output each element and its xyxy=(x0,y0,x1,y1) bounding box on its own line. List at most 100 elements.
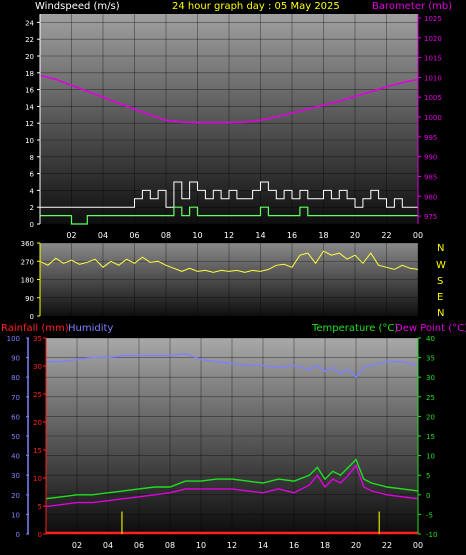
rain-y-tick-label: 30 xyxy=(33,363,42,371)
compass-s: S xyxy=(437,276,443,287)
lower-x-tick-label: 02 xyxy=(72,541,82,550)
wind-y-tick-label: 24 xyxy=(25,19,34,27)
humidity-y-tick-label: 30 xyxy=(11,472,20,480)
temp-y-tick-label: -10 xyxy=(426,531,437,539)
temp-y-tick-label: 5 xyxy=(426,472,430,480)
temperature-label: Temperature (°C) xyxy=(311,323,398,334)
temp-y-tick-label: 30 xyxy=(426,374,435,382)
temp-y-tick-label: 35 xyxy=(426,355,435,363)
humidity-y-tick-label: 90 xyxy=(11,355,20,363)
rain-y-tick-label: 5 xyxy=(38,503,42,511)
lower-x-tick-label: 10 xyxy=(196,541,206,550)
wind-y-tick-label: 4 xyxy=(30,187,35,195)
wind-y-tick-label: 8 xyxy=(30,154,34,162)
baro-y-tick-label: 975 xyxy=(424,213,437,221)
temp-y-tick-label: 0 xyxy=(426,492,430,500)
wind-x-tick-label: 22 xyxy=(381,231,391,240)
lower-x-tick-label: 00 xyxy=(413,541,423,550)
dir-y-tick-label: 270 xyxy=(21,258,34,266)
dir-y-tick-label: 0 xyxy=(30,313,34,321)
rain-y-tick-label: 0 xyxy=(38,531,42,539)
lower-x-tick-label: 16 xyxy=(289,541,299,550)
baro-y-tick-label: 1010 xyxy=(424,74,442,82)
temp-y-tick-label: 15 xyxy=(426,433,435,441)
wind-x-tick-label: 12 xyxy=(224,231,234,240)
baro-y-tick-label: 1000 xyxy=(424,114,442,122)
humidity-line xyxy=(46,352,419,379)
lower-x-tick-label: 12 xyxy=(227,541,237,550)
wind-x-tick-label: 00 xyxy=(413,231,423,240)
humidity-y-tick-label: 40 xyxy=(11,453,20,461)
humidity-y-tick-label: 100 xyxy=(7,335,20,343)
temp-y-tick-label: 25 xyxy=(426,394,435,402)
temperature-line xyxy=(45,458,419,500)
windspeed-label: Windspeed (m/s) xyxy=(35,1,120,12)
humidity-y-tick-label: 0 xyxy=(16,531,20,539)
temp-y-tick-label: 10 xyxy=(426,453,435,461)
wind-average-line xyxy=(40,206,418,225)
lower-x-tick-label: 14 xyxy=(258,541,268,550)
barometer-label: Barometer (mb) xyxy=(372,1,452,12)
rain-y-tick-label: 10 xyxy=(33,475,42,483)
baro-y-tick-label: 1025 xyxy=(424,15,442,23)
rain-y-tick-label: 15 xyxy=(33,447,42,455)
compass-n-top: N xyxy=(437,243,444,254)
rainfall-label: Rainfall (mm) xyxy=(1,323,69,334)
wind-x-tick-label: 08 xyxy=(161,231,171,240)
temp-y-tick-label: -5 xyxy=(426,511,433,519)
temp-y-tick-label: 20 xyxy=(426,413,435,421)
lower-x-tick-label: 08 xyxy=(165,541,175,550)
compass-w: W xyxy=(436,260,446,271)
series xyxy=(39,74,419,535)
wind-y-tick-label: 0 xyxy=(30,221,34,229)
wind-y-tick-label: 20 xyxy=(25,53,34,61)
graph-title: 24 hour graph day : 05 May 2025 xyxy=(172,1,340,12)
humidity-y-tick-label: 80 xyxy=(11,374,20,382)
wind-x-tick-label: 18 xyxy=(318,231,328,240)
wind-x-tick-label: 16 xyxy=(287,231,297,240)
dewpoint-label: Dew Point (°C) xyxy=(395,323,466,334)
wind-y-tick-label: 22 xyxy=(25,36,34,44)
baro-y-tick-label: 1015 xyxy=(424,55,442,63)
lower-x-tick-label: 18 xyxy=(320,541,330,550)
baro-y-tick-label: 1020 xyxy=(424,35,442,43)
rain-y-tick-label: 20 xyxy=(33,419,42,427)
wind-y-tick-label: 10 xyxy=(25,137,34,145)
dir-y-tick-label: 180 xyxy=(21,277,34,285)
wind-direction-line xyxy=(39,250,419,273)
axes: 0246810121416182022249759809859909951000… xyxy=(7,14,442,550)
wind-y-tick-label: 16 xyxy=(25,87,34,95)
humidity-y-tick-label: 20 xyxy=(11,492,20,500)
rain-y-tick-label: 25 xyxy=(33,391,42,399)
lower-x-tick-label: 20 xyxy=(351,541,361,550)
baro-y-tick-label: 1005 xyxy=(424,94,442,102)
baro-y-tick-label: 990 xyxy=(424,154,437,162)
dewpoint-line xyxy=(45,463,419,508)
wind-gust-line xyxy=(40,181,419,208)
humidity-y-tick-label: 50 xyxy=(11,433,20,441)
wind-y-tick-label: 18 xyxy=(25,70,34,78)
wind-y-tick-label: 14 xyxy=(25,103,34,111)
wind-x-tick-label: 14 xyxy=(255,231,265,240)
wind-x-tick-label: 06 xyxy=(129,231,139,240)
lower-x-tick-label: 06 xyxy=(134,541,144,550)
compass-e: E xyxy=(437,292,443,303)
wind-y-tick-label: 12 xyxy=(25,120,34,128)
rain-y-tick-label: 35 xyxy=(33,335,42,343)
humidity-label: Humidity xyxy=(68,323,113,334)
wind-x-tick-label: 04 xyxy=(98,231,108,240)
baro-y-tick-label: 980 xyxy=(424,193,437,201)
wind-y-tick-label: 2 xyxy=(30,204,34,212)
lower-x-tick-label: 04 xyxy=(103,541,113,550)
humidity-y-tick-label: 10 xyxy=(11,511,20,519)
wind-x-tick-label: 10 xyxy=(192,231,202,240)
humidity-y-tick-label: 60 xyxy=(11,413,20,421)
humidity-y-tick-label: 70 xyxy=(11,394,20,402)
baro-y-tick-label: 985 xyxy=(424,173,437,181)
wind-x-tick-label: 20 xyxy=(350,231,360,240)
dir-y-tick-label: 90 xyxy=(25,295,34,303)
temp-y-tick-label: 40 xyxy=(426,335,435,343)
wind-y-tick-label: 6 xyxy=(30,171,35,179)
